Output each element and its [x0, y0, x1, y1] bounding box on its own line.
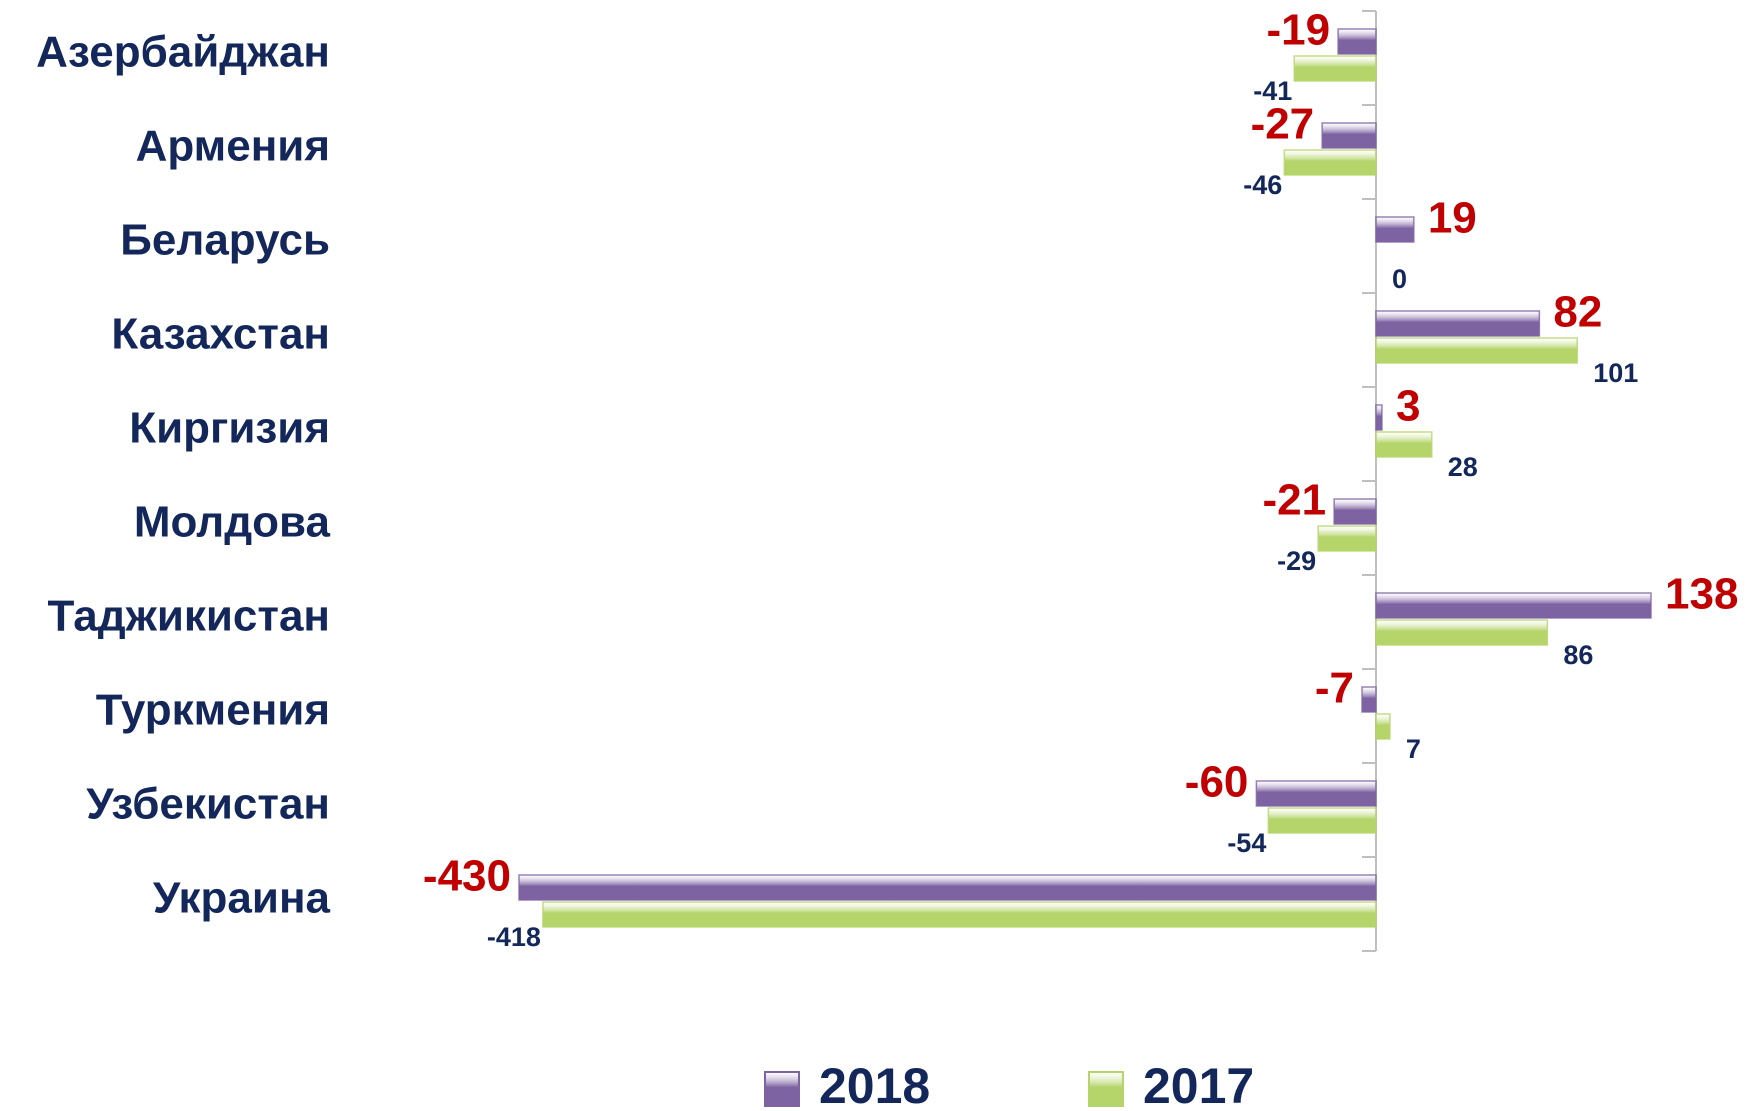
category-label: Киргизия — [129, 404, 330, 453]
value-label: -41 — [1253, 76, 1292, 106]
value-label: 86 — [1563, 640, 1593, 670]
bar — [1293, 55, 1377, 82]
legend-swatch — [764, 1071, 800, 1107]
value-label: 138 — [1665, 570, 1738, 619]
value-label: 0 — [1392, 264, 1407, 294]
category-label: Молдова — [134, 498, 331, 547]
category-label: Таджикистан — [47, 592, 330, 641]
bar — [1375, 337, 1579, 364]
value-label: -7 — [1315, 664, 1354, 713]
category-label: Туркмения — [96, 686, 330, 735]
category-label: Азербайджан — [36, 28, 330, 77]
value-label: -60 — [1185, 758, 1249, 807]
bar — [1317, 525, 1377, 552]
bar — [518, 874, 1377, 901]
value-label: -46 — [1243, 170, 1282, 200]
category-label: Армения — [136, 122, 330, 171]
value-label: -29 — [1277, 546, 1316, 576]
bar — [1375, 404, 1383, 431]
bar — [542, 901, 1377, 928]
value-label: 7 — [1406, 734, 1421, 764]
value-label: 101 — [1593, 358, 1638, 388]
category-label: Беларусь — [120, 216, 330, 265]
bar — [1321, 122, 1377, 149]
legend-swatch — [1088, 1071, 1124, 1107]
bar — [1337, 28, 1377, 55]
bar — [1255, 780, 1377, 807]
value-label: 19 — [1428, 194, 1477, 243]
bar — [1375, 619, 1549, 646]
value-label: 3 — [1396, 382, 1420, 431]
bar — [1283, 149, 1377, 176]
bar — [1375, 431, 1433, 458]
bar — [1375, 216, 1415, 243]
value-label: 28 — [1448, 452, 1478, 482]
bar — [1375, 592, 1652, 619]
value-label: 82 — [1553, 288, 1602, 337]
category-label: Узбекистан — [86, 780, 330, 829]
value-label: -418 — [487, 922, 541, 952]
value-label: -19 — [1267, 6, 1331, 55]
bar — [1375, 713, 1391, 740]
bar — [1333, 498, 1377, 525]
value-label: -54 — [1227, 828, 1266, 858]
value-label: -21 — [1263, 476, 1327, 525]
legend-label: 2017 — [1143, 1058, 1254, 1111]
value-label: -430 — [423, 852, 511, 901]
value-label: -27 — [1251, 100, 1315, 149]
category-label: Украина — [153, 874, 331, 923]
legend-label: 2018 — [819, 1058, 930, 1111]
bar — [1267, 807, 1377, 834]
bar — [1375, 310, 1541, 337]
category-label: Казахстан — [111, 310, 330, 359]
bar — [1361, 686, 1377, 713]
